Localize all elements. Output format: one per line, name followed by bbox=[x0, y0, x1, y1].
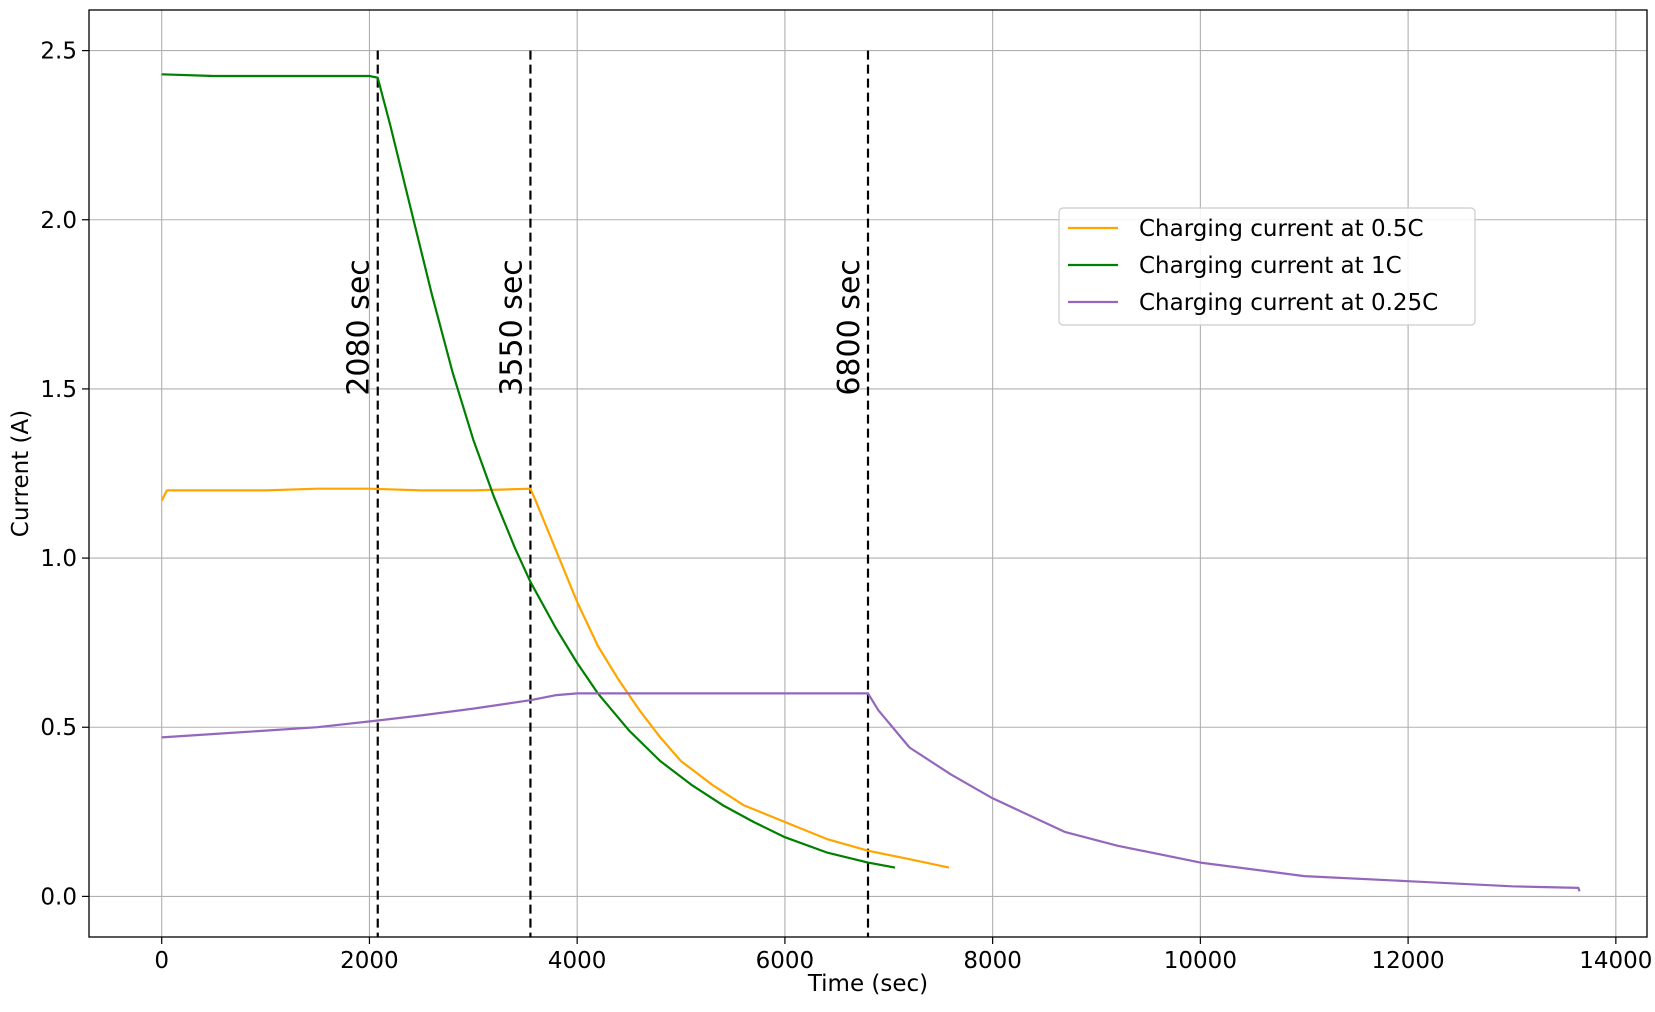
x-tick-label: 4000 bbox=[548, 948, 607, 974]
vline-label: 6800 sec bbox=[832, 259, 867, 395]
x-tick-label: 10000 bbox=[1164, 948, 1237, 974]
x-axis-label: Time (sec) bbox=[807, 971, 928, 997]
series-line-1 bbox=[161, 73, 896, 869]
x-tick-label: 14000 bbox=[1579, 948, 1652, 974]
vline-label: 3550 sec bbox=[494, 259, 529, 395]
x-tick-label: 2000 bbox=[340, 948, 399, 974]
tick-layer: 0 2000 4000 6000 8000 10000 12000 14000 0.0 0.5 1.… bbox=[40, 39, 1652, 974]
legend-entry-label: Charging current at 1C bbox=[1139, 253, 1402, 279]
vline-label: 2080 sec bbox=[342, 259, 377, 395]
y-tick-label: 1.5 bbox=[40, 377, 77, 403]
series-line-2 bbox=[161, 692, 1581, 892]
x-tick-label: 8000 bbox=[963, 948, 1022, 974]
vertical-marker-layer: 2080 sec 3550 sec 6800 sec bbox=[342, 50, 870, 937]
legend: Charging current at 0.5C Charging current… bbox=[1058, 207, 1476, 326]
y-tick-label: 0.0 bbox=[40, 884, 77, 910]
legend-entry-label: Charging current at 0.5C bbox=[1139, 216, 1424, 242]
x-tick-label: 0 bbox=[154, 948, 169, 974]
legend-box bbox=[1058, 207, 1476, 326]
y-tick-label: 0.5 bbox=[40, 715, 77, 741]
x-tick-label: 12000 bbox=[1372, 948, 1445, 974]
plot-frame bbox=[88, 9, 1648, 938]
series-layer bbox=[160, 73, 1581, 892]
legend-entry-label: Charging current at 0.25C bbox=[1139, 290, 1438, 316]
series-line-0 bbox=[160, 487, 950, 869]
y-tick-label: 1.0 bbox=[40, 546, 77, 572]
y-tick-label: 2.0 bbox=[40, 208, 77, 234]
y-tick-label: 2.5 bbox=[40, 39, 77, 65]
y-axis-label: Current (A) bbox=[8, 410, 34, 537]
x-tick-label: 6000 bbox=[756, 948, 815, 974]
